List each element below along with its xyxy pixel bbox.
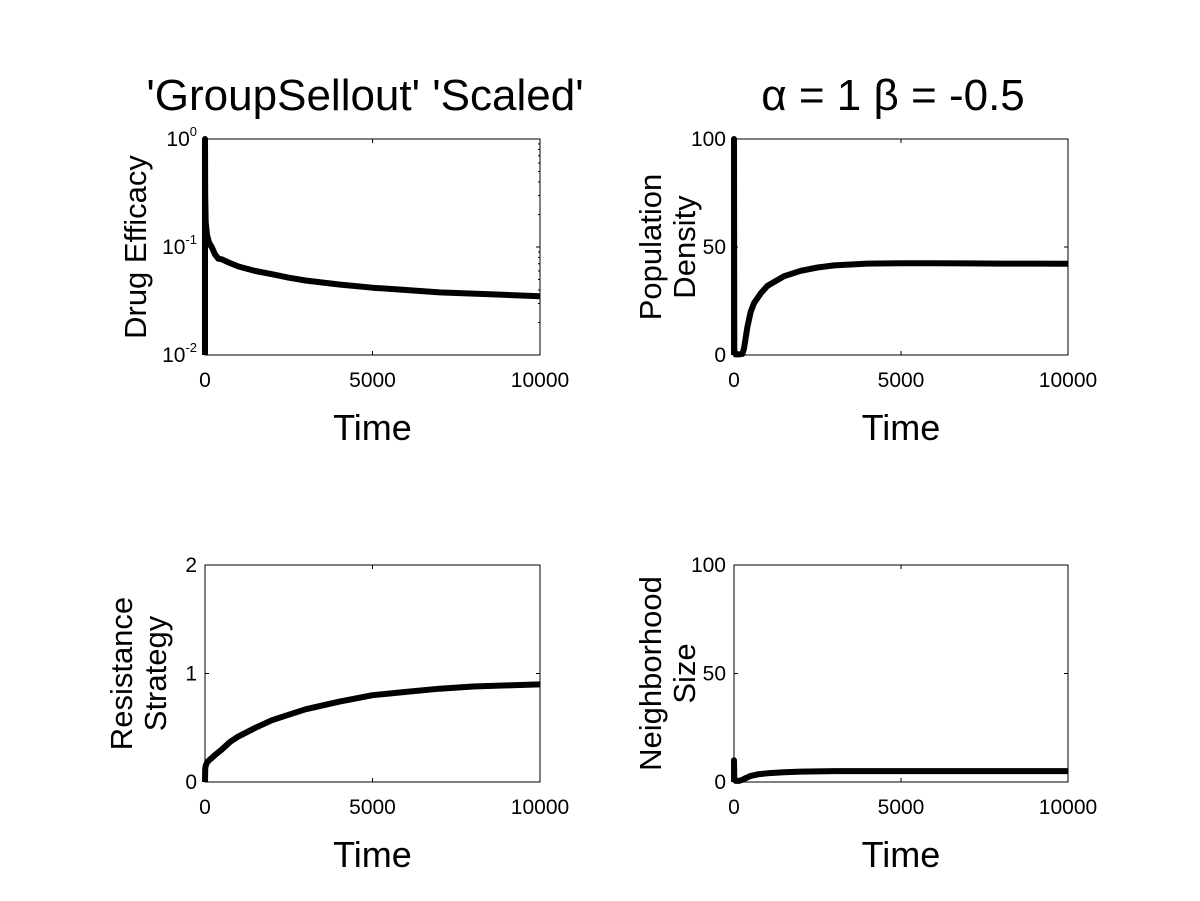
x-tick-label: 0: [728, 369, 740, 392]
y-tick-label: 100: [166, 124, 197, 151]
y-tick-label: 0: [714, 771, 726, 794]
x-axis-label: Time: [862, 834, 941, 875]
subplot-drug-efficacy: 0 5000 10000 10-2 10-1 100 Time Drug Efficacy: [118, 124, 569, 448]
subplot-neighborhood-size: 0 5000 10000 0 50 100 Time NeighborhoodSize: [633, 554, 1097, 875]
x-tick-label: 5000: [878, 796, 925, 819]
x-tick-label: 0: [728, 796, 740, 819]
x-tick-label: 10000: [511, 369, 569, 392]
y-tick-label: 1: [185, 663, 197, 686]
y-axis-label: NeighborhoodSize: [633, 576, 702, 771]
y-tick-label: 2: [185, 554, 197, 577]
y-tick-label: 0: [185, 771, 197, 794]
series-line-neighborhood-size: [731, 757, 1068, 784]
y-axis-label: Drug Efficacy: [118, 155, 153, 339]
subplot-resistance-strategy: 0 5000 10000 0 1 2 Time ResistanceStrategy: [104, 554, 569, 875]
title-left: 'GroupSellout' 'Scaled': [146, 71, 583, 120]
y-tick-label: 0: [714, 344, 726, 367]
x-axis-label: Time: [333, 834, 412, 875]
y-tick-label: 10-2: [162, 340, 197, 367]
x-tick-label: 10000: [511, 796, 569, 819]
subplot-population-density: 0 5000 10000 0 50 100 Time PopulationDensity: [633, 128, 1097, 448]
y-tick-label: 100: [691, 554, 726, 577]
plot-frame-neighborhood-size: [733, 564, 1069, 783]
y-axis-label: ResistanceStrategy: [104, 597, 173, 750]
series-line-drug-efficacy: [202, 136, 541, 355]
plot-frame-resistance-strategy: [204, 564, 541, 783]
y-axis-label: PopulationDensity: [633, 174, 702, 321]
x-tick-label: 5000: [349, 369, 396, 392]
x-axis-label: Time: [862, 407, 941, 448]
title-right: α = 1 β = -0.5: [761, 71, 1025, 120]
x-axis-label: Time: [333, 407, 412, 448]
x-tick-label: 0: [199, 796, 211, 819]
series-line-resistance-strategy: [202, 681, 541, 783]
y-tick-label: 10-1: [162, 232, 197, 259]
y-tick-label: 50: [703, 236, 726, 259]
series-line-population-density: [731, 136, 1069, 358]
x-tick-label: 10000: [1039, 369, 1097, 392]
x-tick-label: 10000: [1039, 796, 1097, 819]
y-tick-label: 100: [691, 128, 726, 151]
y-tick-label: 50: [703, 663, 726, 686]
x-tick-label: 5000: [878, 369, 925, 392]
plot-frame-drug-efficacy: [204, 138, 541, 356]
x-tick-label: 0: [199, 369, 211, 392]
x-tick-label: 5000: [349, 796, 396, 819]
plot-frame-population-density: [733, 138, 1069, 356]
